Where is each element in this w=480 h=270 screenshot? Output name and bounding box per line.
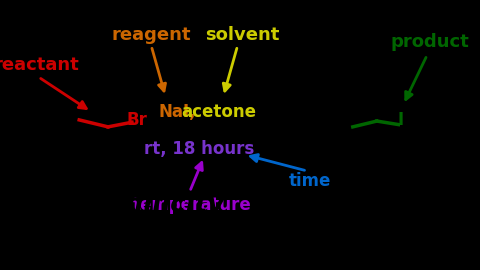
Text: temperature: temperature: [132, 196, 252, 214]
Text: reagent: reagent: [111, 26, 191, 44]
Text: Br: Br: [126, 111, 147, 129]
Text: NaI,: NaI,: [159, 103, 196, 121]
Text: I: I: [398, 111, 404, 129]
Text: rt, 18 hours: rt, 18 hours: [144, 140, 254, 158]
Text: reactant: reactant: [0, 56, 79, 74]
Text: acetone: acetone: [181, 103, 256, 121]
Text: Nucleophilicity: Nucleophilicity: [5, 192, 226, 218]
Text: time: time: [288, 173, 331, 190]
Text: solvent: solvent: [205, 26, 279, 44]
Text: product: product: [390, 33, 469, 51]
